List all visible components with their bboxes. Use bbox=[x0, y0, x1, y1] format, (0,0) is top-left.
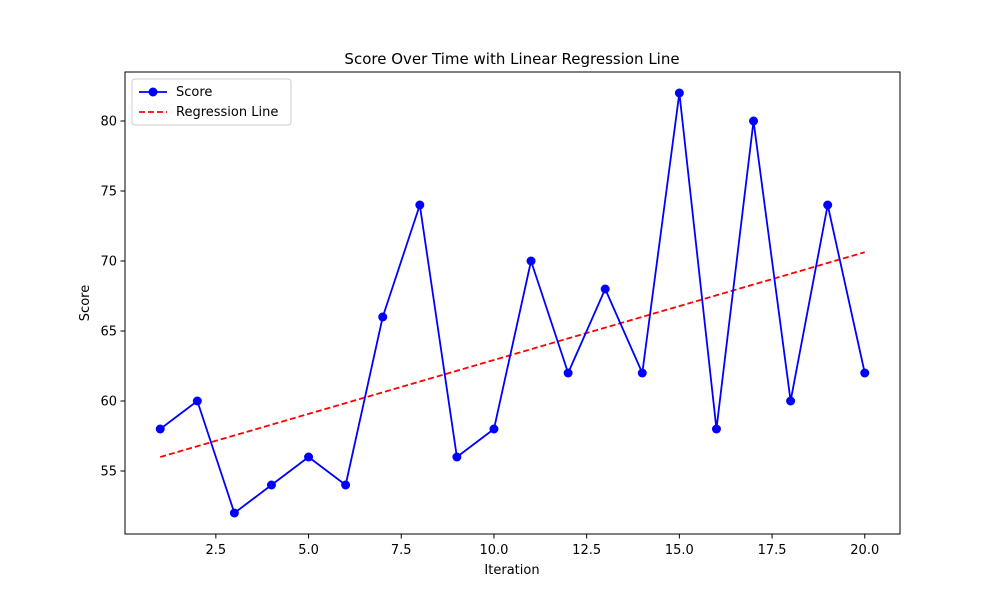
x-tick-label: 20.0 bbox=[850, 543, 879, 558]
score-point bbox=[860, 368, 870, 378]
score-point bbox=[637, 368, 647, 378]
score-point bbox=[600, 284, 610, 294]
score-point bbox=[563, 368, 573, 378]
x-tick-label: 17.5 bbox=[758, 543, 787, 558]
score-point bbox=[452, 452, 462, 462]
x-tick-label: 7.5 bbox=[391, 543, 412, 558]
x-axis-title: Iteration bbox=[484, 563, 539, 578]
x-tick-label: 10.0 bbox=[479, 543, 508, 558]
score-point bbox=[229, 508, 239, 518]
score-point bbox=[823, 200, 833, 210]
score-point bbox=[489, 424, 499, 434]
legend-box bbox=[131, 78, 292, 126]
y-axis-title: Score bbox=[78, 285, 93, 321]
score-point bbox=[192, 396, 202, 406]
x-tick-label: 15.0 bbox=[665, 543, 694, 558]
series-layer bbox=[155, 88, 870, 518]
y-tick-label: 70 bbox=[100, 255, 117, 270]
x-tick-label: 12.5 bbox=[572, 543, 601, 558]
legend: Score Regression Line bbox=[131, 78, 292, 126]
score-line bbox=[159, 92, 866, 514]
y-tick-label: 75 bbox=[100, 185, 117, 200]
score-point bbox=[674, 88, 684, 98]
score-point bbox=[266, 480, 276, 490]
plot-frame bbox=[124, 71, 901, 535]
regression-line bbox=[159, 251, 866, 458]
y-axis-ticks: 55 60 65 70 75 80 bbox=[100, 115, 125, 480]
score-point bbox=[711, 424, 721, 434]
y-tick-label: 55 bbox=[100, 465, 117, 480]
y-tick-label: 80 bbox=[100, 115, 117, 130]
score-point bbox=[786, 396, 796, 406]
y-tick-label: 65 bbox=[100, 325, 117, 340]
score-point bbox=[378, 312, 388, 322]
chart-title: Score Over Time with Linear Regression L… bbox=[344, 50, 679, 68]
legend-label-score: Score bbox=[176, 85, 212, 100]
y-tick-label: 60 bbox=[100, 395, 117, 410]
score-point bbox=[526, 256, 536, 266]
score-point bbox=[415, 200, 425, 210]
plot-area bbox=[125, 72, 900, 534]
legend-marker-score bbox=[148, 87, 158, 97]
x-tick-label: 2.5 bbox=[206, 543, 227, 558]
x-tick-label: 5.0 bbox=[298, 543, 319, 558]
legend-label-regression: Regression Line bbox=[176, 105, 278, 120]
score-point bbox=[155, 424, 165, 434]
score-point bbox=[341, 480, 351, 490]
score-point bbox=[304, 452, 314, 462]
x-axis-ticks: 2.5 5.0 7.5 10.0 12.5 15.0 17.5 20.0 bbox=[206, 534, 879, 558]
score-point bbox=[749, 116, 759, 126]
